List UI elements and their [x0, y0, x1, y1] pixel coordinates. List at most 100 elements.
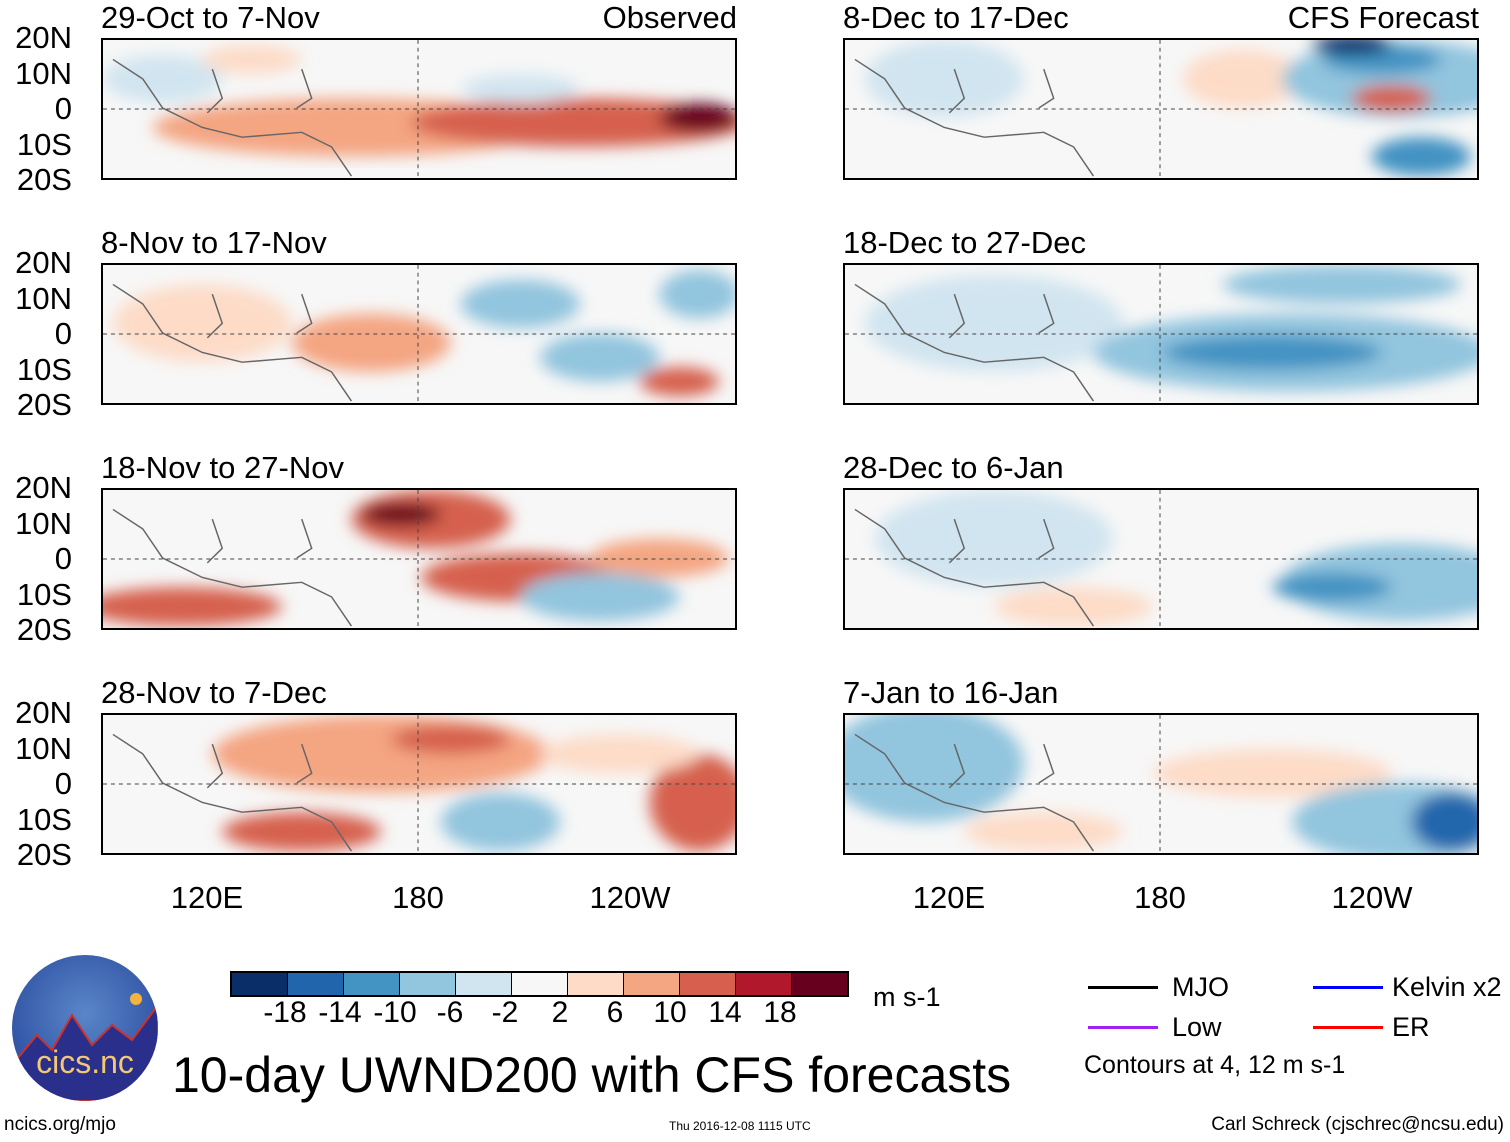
colorbar-tick-label: -18 — [263, 996, 307, 1029]
wind-anomaly-area — [291, 313, 451, 372]
colorbar-tick-label: 6 — [606, 996, 624, 1029]
colorbar-tick-label: -14 — [318, 996, 362, 1029]
wind-anomaly-area — [460, 279, 580, 329]
wind-anomaly-area — [112, 284, 292, 363]
wind-anomaly-area — [411, 98, 735, 147]
figure-title: 10-day UWND200 with CFS forecasts — [172, 1047, 1012, 1103]
colorbar-swatch — [624, 973, 680, 995]
lat-label: 20N — [15, 20, 72, 55]
wind-anomaly-area — [202, 44, 302, 75]
lat-label: 20S — [16, 612, 72, 647]
legend-line-low — [1088, 1026, 1158, 1029]
lon-label: 120E — [170, 880, 244, 915]
wind-anomaly-area — [1153, 749, 1392, 798]
wind-anomaly-area — [649, 753, 735, 852]
lon-label: 120E — [912, 880, 986, 915]
observed-label: Observed — [602, 0, 737, 35]
colorbar-swatch — [456, 973, 512, 995]
panel-title: 8-Dec to 17-Dec — [843, 0, 1069, 35]
lat-label: 10S — [16, 576, 72, 612]
panel-title: 28-Dec to 6-Jan — [843, 450, 1064, 485]
colorbar-swatch — [568, 973, 624, 995]
wind-anomaly-area — [1182, 49, 1303, 109]
lat-label: 10N — [15, 505, 72, 541]
wind-anomaly-area — [460, 74, 580, 104]
colorbar-swatch — [288, 973, 344, 995]
coastline — [854, 733, 1095, 852]
colorbar-tick-label: 2 — [551, 996, 569, 1029]
wind-anomaly-area — [1222, 265, 1462, 304]
wind-anomaly-area — [103, 587, 282, 627]
map-panel — [843, 263, 1479, 405]
colorbar-tick-label: 14 — [708, 996, 742, 1029]
coastline — [112, 283, 353, 402]
wind-anomaly-area — [520, 572, 680, 622]
colorbar-tick-label: 18 — [763, 996, 797, 1029]
wind-anomaly-area — [864, 274, 1124, 372]
wind-anomaly-area — [589, 538, 730, 578]
lat-label: 20N — [15, 695, 72, 730]
wind-anomaly-area — [1312, 40, 1392, 55]
lat-label: 20N — [15, 245, 72, 280]
colorbar-swatch — [512, 973, 568, 995]
colorbar-tick-label: 10 — [653, 996, 687, 1029]
legend-label-kelvin: Kelvin x2 — [1392, 972, 1502, 1002]
colorbar-swatch — [400, 973, 456, 995]
coastline — [854, 58, 1095, 177]
coastline — [112, 58, 353, 177]
lat-label: 10N — [15, 730, 72, 766]
map-panel — [101, 713, 737, 855]
panel-title: 28-Nov to 7-Dec — [101, 675, 327, 710]
colorbar-tick-label: -2 — [491, 996, 519, 1029]
colorbar-swatch — [736, 973, 792, 995]
lat-label: 10S — [16, 801, 72, 837]
legend-line-mjo — [1088, 986, 1158, 989]
lat-label: 20S — [16, 162, 72, 197]
wind-anomaly-area — [994, 587, 1154, 627]
wind-anomaly-area — [361, 502, 441, 526]
wind-anomaly-area — [103, 54, 223, 104]
legend-label-mjo: MJO — [1172, 972, 1229, 1002]
coastline — [112, 508, 353, 627]
wind-anomaly-area — [1411, 792, 1477, 852]
lat-label: 20S — [16, 837, 72, 872]
colorbar-swatch — [232, 973, 288, 995]
colorbar-tick-label: -10 — [373, 996, 417, 1029]
wind-anomaly-area — [1371, 137, 1472, 177]
wind-anomaly-area — [874, 490, 1114, 588]
panel-title: 18-Nov to 27-Nov — [101, 450, 344, 485]
site-link[interactable]: ncics.org/mjo — [4, 1114, 116, 1135]
wind-anomaly-area — [864, 40, 1024, 118]
lat-label: 10N — [15, 280, 72, 316]
lat-label: 0 — [54, 541, 72, 576]
credit: Carl Schreck (cjschrec@ncsu.edu) — [1211, 1114, 1504, 1135]
legend-line-er — [1313, 1026, 1383, 1029]
colorbar-units: m s-1 — [873, 982, 941, 1012]
colorbar-tick-label: -6 — [436, 996, 464, 1029]
map-panel — [843, 713, 1479, 855]
map-panel — [843, 488, 1479, 630]
coastline — [854, 508, 1095, 627]
legend-line-kelvin — [1313, 986, 1383, 989]
legend-label-low: Low — [1172, 1012, 1222, 1042]
wind-anomaly-area — [659, 103, 735, 133]
svg-text:cics.nc: cics.nc — [36, 1044, 134, 1080]
map-panel — [101, 488, 737, 630]
wind-anomaly-area — [845, 715, 1024, 822]
wind-anomaly-area — [440, 792, 561, 852]
wind-anomaly-area — [391, 724, 511, 754]
lon-label: 180 — [1134, 880, 1186, 915]
forecast-label: CFS Forecast — [1287, 0, 1479, 35]
panel-title: 29-Oct to 7-Nov — [101, 0, 320, 35]
map-panel — [101, 263, 737, 405]
wind-anomaly-area — [540, 333, 660, 382]
coastline — [854, 283, 1095, 402]
legend-label-er: ER — [1392, 1012, 1430, 1042]
lat-label: 10N — [15, 55, 72, 91]
lat-label: 10S — [16, 126, 72, 162]
contour-note: Contours at 4, 12 m s-1 — [1084, 1051, 1346, 1079]
colorbar-swatch — [344, 973, 400, 995]
lon-label: 120W — [1331, 880, 1413, 915]
wind-anomaly-area — [540, 734, 700, 774]
wind-anomaly-area — [1162, 334, 1382, 370]
